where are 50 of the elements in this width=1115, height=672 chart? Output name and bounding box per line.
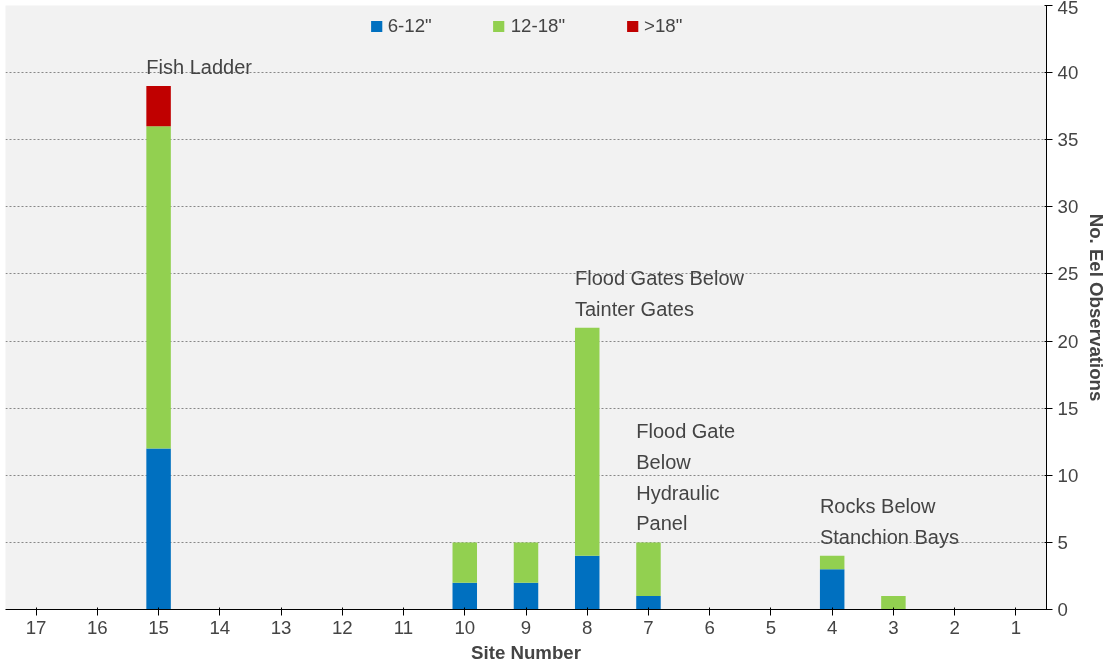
bar	[574, 327, 600, 556]
x-tick-label: 7	[643, 616, 654, 638]
x-tick-label: 2	[949, 616, 960, 638]
y-axis-title: No. Eel Observations	[1086, 213, 1108, 402]
x-axis-title: Site Number	[471, 641, 581, 663]
y-tick-label: 30	[1057, 196, 1079, 218]
bar	[881, 596, 906, 610]
annotation: Fish Ladder	[146, 56, 253, 79]
x-tick-label: 8	[582, 616, 593, 638]
annotation: Flood Gate Below Hydraulic Panel	[636, 419, 736, 535]
x-tick-label: 12	[331, 616, 353, 638]
x-tick-label: 16	[86, 616, 108, 638]
bar	[819, 569, 845, 610]
x-tick-label: 10	[454, 616, 476, 638]
x-tick-label: 1	[1010, 616, 1022, 638]
bar	[452, 542, 478, 583]
annotation: Flood Gates Below Tainter Gates	[574, 266, 745, 320]
x-tick-label: 5	[765, 616, 777, 638]
x-tick-label: 15	[148, 616, 169, 638]
bar	[452, 582, 478, 610]
bar	[146, 86, 171, 127]
x-tick-label: 9	[520, 616, 532, 638]
bar	[513, 542, 539, 583]
legend-label: 12-18"	[510, 15, 566, 37]
x-tick-label: 14	[209, 616, 231, 638]
x-tick-label: 17	[25, 616, 47, 638]
y-tick-label: 45	[1057, 0, 1079, 18]
bar	[513, 582, 539, 610]
bar	[574, 555, 600, 610]
x-tick-label: 4	[826, 616, 838, 638]
y-tick-label: 40	[1057, 62, 1079, 84]
y-tick-label: 0	[1057, 599, 1068, 620]
annotation: Rocks Below Stanchion Bays	[819, 495, 959, 548]
y-tick-label: 25	[1057, 263, 1079, 285]
legend-label: >18"	[644, 15, 683, 37]
bar	[636, 542, 661, 597]
bar	[146, 448, 171, 610]
bar	[146, 126, 171, 449]
y-tick-label: 15	[1057, 397, 1079, 419]
bar	[819, 555, 845, 570]
y-tick-label: 20	[1057, 330, 1079, 352]
legend-label: 6-12"	[387, 15, 432, 37]
x-tick-label: 13	[270, 616, 292, 638]
x-tick-label: 3	[888, 616, 899, 638]
bar	[636, 596, 661, 610]
x-tick-label: 11	[393, 616, 414, 638]
x-tick-label: 6	[704, 616, 715, 638]
y-tick-label: 5	[1057, 531, 1068, 553]
y-tick-label: 35	[1057, 129, 1079, 151]
y-tick-label: 10	[1057, 464, 1079, 486]
